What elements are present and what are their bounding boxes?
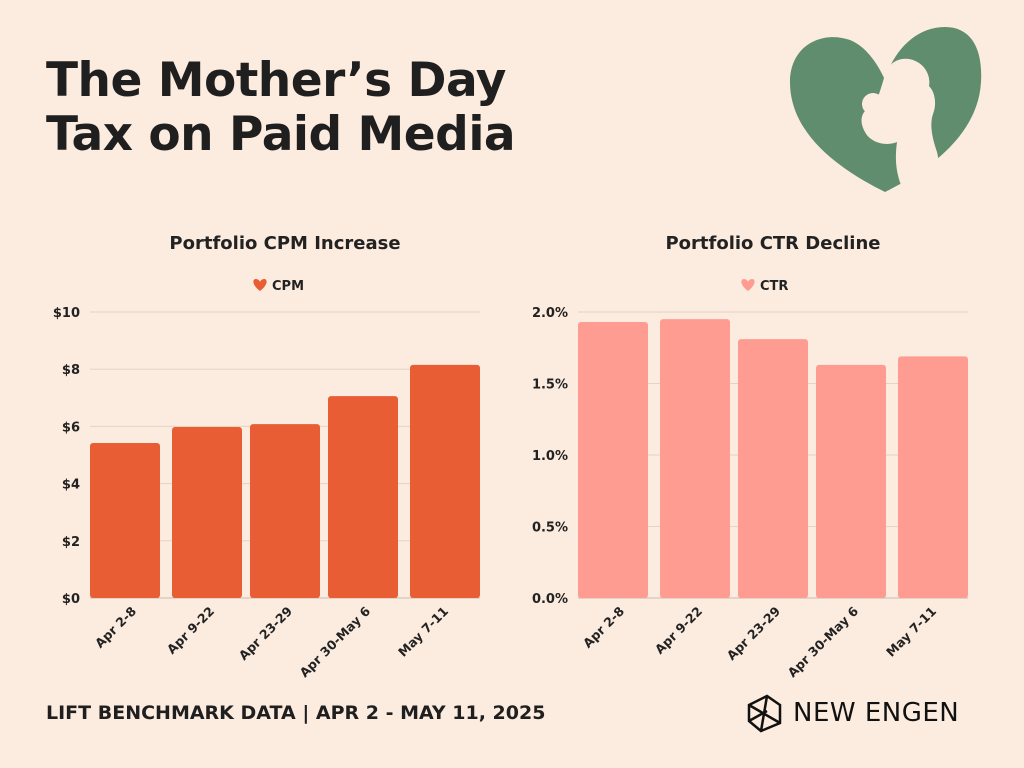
footer-source: LIFT BENCHMARK DATA | APR 2 - MAY 11, 20… xyxy=(46,702,546,724)
y-tick-label: 0.5% xyxy=(532,521,568,536)
legend-heart-icon xyxy=(253,279,267,291)
y-tick-label: $10 xyxy=(53,306,80,321)
ctr-chart: CTR 0.0% 0.5% 1.0% 1.5% 2.0% Apr 2-8 Apr 9-22 Ap… xyxy=(532,279,968,680)
x-tick-label: Apr 30-May 6 xyxy=(784,603,861,680)
x-tick-label: Apr 2-8 xyxy=(580,604,627,651)
bar xyxy=(816,364,886,598)
bar xyxy=(578,322,648,598)
legend-label: CPM xyxy=(272,279,304,294)
y-tick-label: $0 xyxy=(62,592,80,607)
legend-heart-icon xyxy=(741,279,755,291)
mother-child-heart-illustration xyxy=(790,27,982,192)
brand-logo: NEW ENGEN xyxy=(745,693,959,733)
x-tick-label: May 7-11 xyxy=(883,604,939,660)
x-tick-label: Apr 9-22 xyxy=(652,604,705,657)
brand-name: NEW ENGEN xyxy=(793,698,960,728)
ctr-chart-title: Portfolio CTR Decline xyxy=(665,233,881,254)
y-tick-label: 1.0% xyxy=(532,449,568,464)
bar xyxy=(250,424,320,598)
bar xyxy=(738,339,808,598)
new-engen-logo-icon xyxy=(747,694,782,733)
bar xyxy=(898,356,968,598)
y-tick-label: 0.0% xyxy=(532,592,568,607)
cpm-chart-title: Portfolio CPM Increase xyxy=(169,233,401,254)
bar xyxy=(410,364,480,598)
x-tick-label: Apr 23-29 xyxy=(724,604,783,663)
title-line-1: The Mother’s Day xyxy=(46,53,506,108)
y-tick-label: $6 xyxy=(62,420,80,435)
legend-label: CTR xyxy=(760,279,788,294)
bar xyxy=(328,396,398,598)
y-tick-label: $4 xyxy=(62,478,80,493)
bar xyxy=(172,426,242,598)
bar xyxy=(660,319,730,598)
y-tick-label: $2 xyxy=(62,535,80,550)
y-tick-label: $8 xyxy=(62,363,80,378)
y-tick-label: 2.0% xyxy=(532,306,568,321)
title-line-2: Tax on Paid Media xyxy=(46,107,516,162)
y-tick-label: 1.5% xyxy=(532,378,568,393)
mother-silhouette xyxy=(861,58,939,190)
bar xyxy=(90,442,160,598)
page-title: The Mother’s Day Tax on Paid Media xyxy=(46,53,516,162)
child-head xyxy=(862,93,884,115)
